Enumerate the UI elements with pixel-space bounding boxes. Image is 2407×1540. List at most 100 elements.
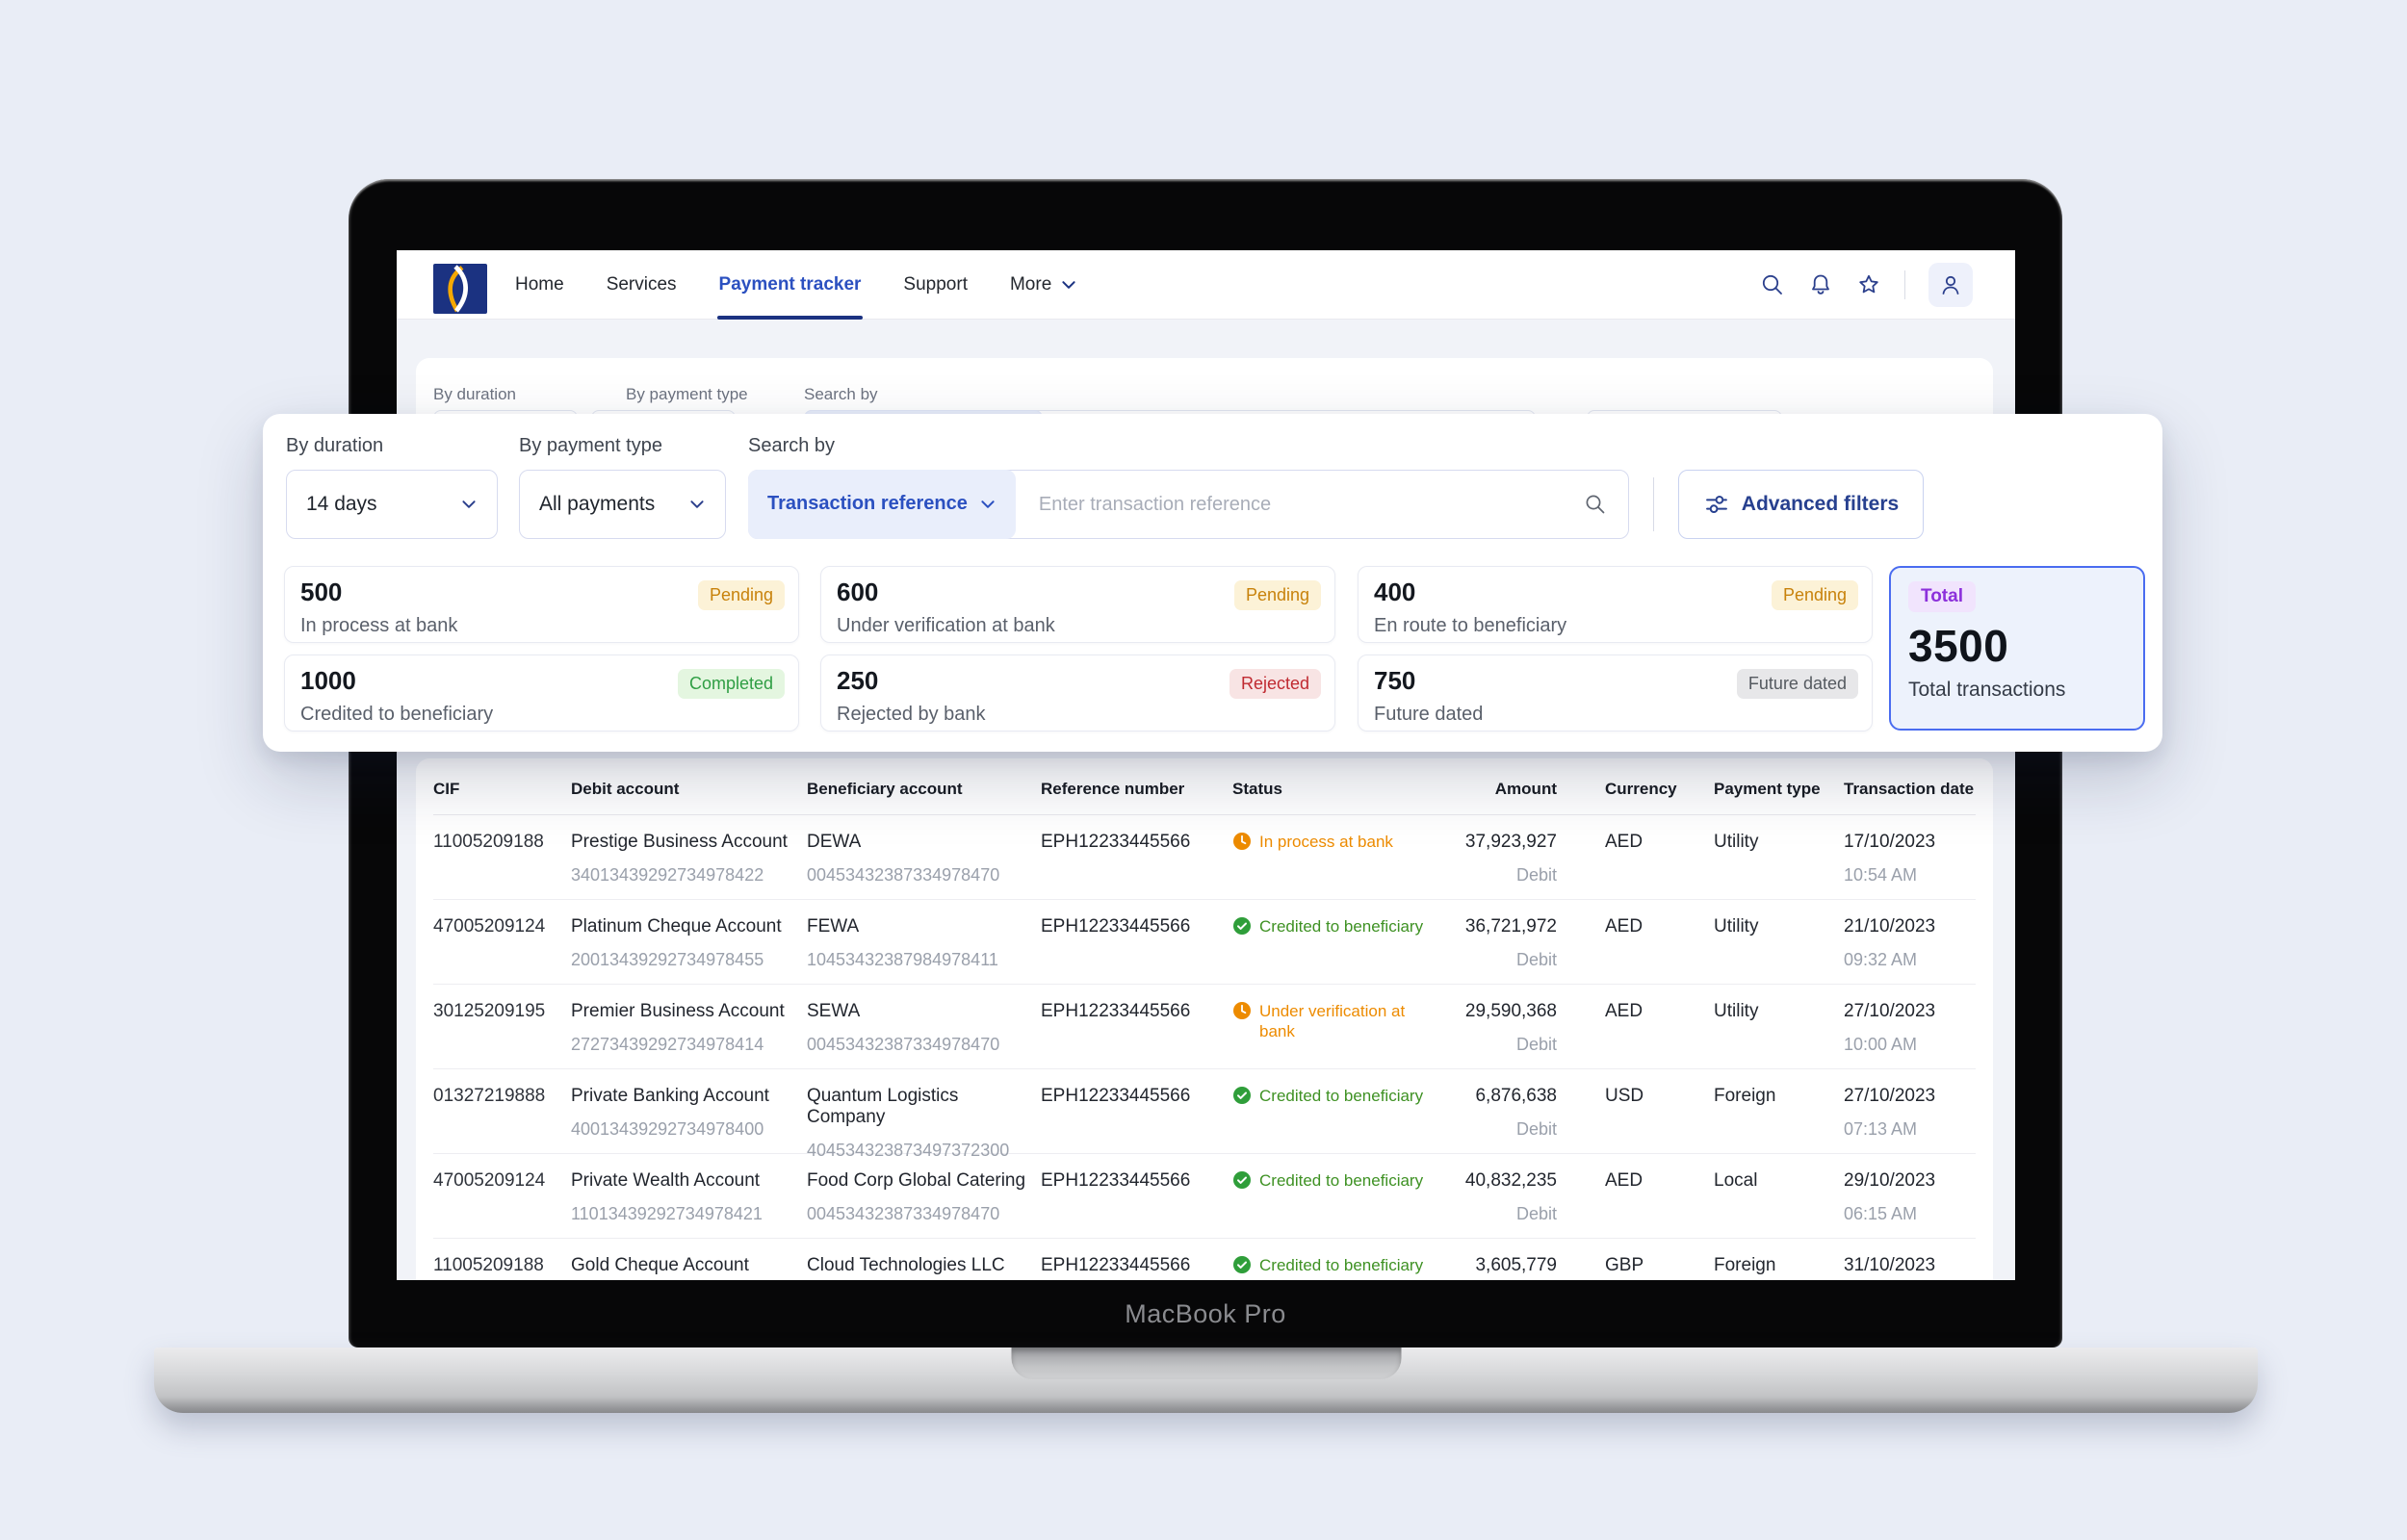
payment-type-select[interactable]: All payments bbox=[519, 470, 726, 539]
amount-cell: 40,832,235 Debit bbox=[1464, 1170, 1557, 1223]
duration-label: By duration bbox=[286, 435, 384, 456]
currency-cell: AED bbox=[1605, 1001, 1643, 1021]
table-row[interactable]: 01327219888 Private Banking Account 40013… bbox=[433, 1069, 1976, 1160]
stat-card-in-process[interactable]: 500 In process at bank Pending bbox=[284, 566, 799, 643]
nav-item-home[interactable]: Home bbox=[515, 274, 564, 295]
app-screen: Home Services Payment tracker Support Mo… bbox=[397, 250, 2015, 1280]
status-cell: Under verification at bank bbox=[1232, 1001, 1439, 1041]
table-header: CIF Debit account Beneficiary account Re… bbox=[433, 758, 1976, 815]
divider bbox=[1904, 270, 1905, 299]
sliders-icon bbox=[1705, 495, 1727, 514]
nav-item-payment-tracker[interactable]: Payment tracker bbox=[716, 250, 864, 320]
table-row[interactable]: 47005209124 Platinum Cheque Account 20013… bbox=[433, 900, 1976, 985]
stat-card-rejected[interactable]: 250 Rejected by bank Rejected bbox=[820, 654, 1335, 732]
search-icon[interactable] bbox=[1584, 493, 1607, 516]
status-badge: Future dated bbox=[1736, 669, 1858, 699]
date-cell: 27/10/2023 07:13 AM bbox=[1844, 1086, 1936, 1139]
nav-item-services[interactable]: Services bbox=[606, 274, 677, 295]
nav-item-more[interactable]: More bbox=[1010, 250, 1077, 320]
filter-stats-panel: By duration By payment type Search by 14… bbox=[263, 414, 2162, 752]
debit-account-cell: Premier Business Account 2727343929273497… bbox=[571, 1001, 785, 1054]
currency-cell: USD bbox=[1605, 1086, 1644, 1106]
search-by-label: Search by bbox=[748, 435, 836, 456]
beneficiary-account-cell: SEWA 00453432387334978470 bbox=[807, 1001, 1000, 1054]
stat-card-credited[interactable]: 1000 Credited to beneficiary Completed bbox=[284, 654, 799, 732]
cif-cell: 11005209188 bbox=[433, 1255, 544, 1275]
macbook-notch bbox=[1011, 1348, 1401, 1379]
check-icon bbox=[1233, 1256, 1251, 1273]
status-icon bbox=[1232, 1001, 1252, 1020]
status-icon bbox=[1232, 832, 1252, 851]
currency-cell: AED bbox=[1605, 916, 1643, 937]
search-icon[interactable] bbox=[1760, 272, 1785, 297]
date-cell: 17/10/2023 10:54 AM bbox=[1844, 832, 1936, 885]
navbar-actions bbox=[1760, 250, 1973, 320]
amount-cell: 37,923,927 Debit bbox=[1464, 832, 1557, 885]
chevron-down-icon bbox=[981, 500, 995, 508]
status-icon bbox=[1232, 1086, 1252, 1105]
status-badge: Completed bbox=[677, 669, 785, 699]
amount-cell: 29,590,368 Debit bbox=[1464, 1001, 1557, 1054]
search-input[interactable] bbox=[1015, 493, 1584, 516]
divider bbox=[1653, 477, 1654, 531]
stat-card-en-route[interactable]: 400 En route to beneficiary Pending bbox=[1358, 566, 1873, 643]
status-cell: Credited to beneficiary bbox=[1232, 1086, 1439, 1106]
duration-select[interactable]: 14 days bbox=[286, 470, 498, 539]
cif-cell: 01327219888 bbox=[433, 1086, 546, 1106]
debit-account-cell: Private Banking Account 40013439292734978… bbox=[571, 1086, 769, 1139]
payment-type-label: By payment type bbox=[519, 435, 662, 456]
status-icon bbox=[1232, 1170, 1252, 1190]
status-badge: Pending bbox=[697, 580, 785, 610]
beneficiary-account-cell: DEWA 00453432387334978470 bbox=[807, 832, 1000, 885]
status-cell: Credited to beneficiary bbox=[1232, 916, 1439, 937]
top-navbar: Home Services Payment tracker Support Mo… bbox=[397, 250, 2015, 320]
cif-cell: 47005209124 bbox=[433, 916, 546, 937]
stat-card-under-verification[interactable]: 600 Under verification at bank Pending bbox=[820, 566, 1335, 643]
clock-icon bbox=[1233, 833, 1251, 850]
total-transactions-card[interactable]: Total 3500 Total transactions bbox=[1889, 566, 2145, 731]
table-row[interactable]: 11005209188 Gold Cheque Account Cloud Te… bbox=[433, 1239, 1976, 1280]
stat-card-future-dated[interactable]: 750 Future dated Future dated bbox=[1358, 654, 1873, 732]
search-type-select[interactable]: Transaction reference bbox=[748, 469, 1016, 539]
nav-links: Home Services Payment tracker Support Mo… bbox=[515, 250, 1077, 320]
status-icon bbox=[1232, 916, 1252, 936]
currency-cell: GBP bbox=[1605, 1255, 1644, 1275]
status-cell: In process at bank bbox=[1232, 832, 1439, 852]
star-icon[interactable] bbox=[1856, 272, 1881, 297]
reference-cell: EPH12233445566 bbox=[1041, 1170, 1191, 1191]
amount-cell: 36,721,972 Debit bbox=[1464, 916, 1557, 969]
date-cell: 29/10/2023 06:15 AM bbox=[1844, 1170, 1936, 1223]
table-row[interactable]: 30125209195 Premier Business Account 2727… bbox=[433, 985, 1976, 1069]
macbook-base bbox=[154, 1348, 2258, 1413]
debit-account-cell: Platinum Cheque Account 20013439292734978… bbox=[571, 916, 782, 969]
bank-logo bbox=[433, 264, 487, 314]
beneficiary-account-cell: FEWA 10453432387984978411 bbox=[807, 916, 998, 969]
debit-account-cell: Prestige Business Account 340134392927349… bbox=[571, 832, 788, 885]
profile-button[interactable] bbox=[1928, 263, 1973, 307]
total-value: 3500 bbox=[1908, 621, 2009, 671]
payment-type-cell: Utility bbox=[1714, 832, 1759, 852]
beneficiary-account-cell: Quantum Logistics Company 404534323873497… bbox=[807, 1086, 1010, 1160]
search-field-group: Transaction reference bbox=[748, 469, 1629, 539]
chevron-down-icon bbox=[690, 500, 704, 508]
payment-type-cell: Utility bbox=[1714, 1001, 1759, 1021]
table-row[interactable]: 11005209188 Prestige Business Account 340… bbox=[433, 815, 1976, 900]
user-icon bbox=[1942, 275, 1959, 295]
reference-cell: EPH12233445566 bbox=[1041, 916, 1191, 937]
advanced-filters-button[interactable]: Advanced filters bbox=[1678, 470, 1924, 539]
beneficiary-account-cell: Food Corp Global Catering 004534323873349… bbox=[807, 1170, 1026, 1223]
bg-search-label: Search by bbox=[804, 385, 878, 403]
check-icon bbox=[1233, 917, 1251, 935]
cif-cell: 11005209188 bbox=[433, 832, 544, 852]
nav-item-support[interactable]: Support bbox=[903, 274, 968, 295]
status-cell: Credited to beneficiary bbox=[1232, 1255, 1439, 1275]
bell-icon[interactable] bbox=[1808, 272, 1833, 297]
debit-account-cell: Gold Cheque Account bbox=[571, 1255, 749, 1275]
payment-type-cell: Foreign bbox=[1714, 1255, 1776, 1275]
check-icon bbox=[1233, 1171, 1251, 1189]
cif-cell: 30125209195 bbox=[433, 1001, 546, 1021]
debit-account-cell: Private Wealth Account 110134392927349784… bbox=[571, 1170, 763, 1223]
amount-cell: 6,876,638 Debit bbox=[1475, 1086, 1557, 1139]
table-row[interactable]: 47005209124 Private Wealth Account 110134… bbox=[433, 1154, 1976, 1239]
